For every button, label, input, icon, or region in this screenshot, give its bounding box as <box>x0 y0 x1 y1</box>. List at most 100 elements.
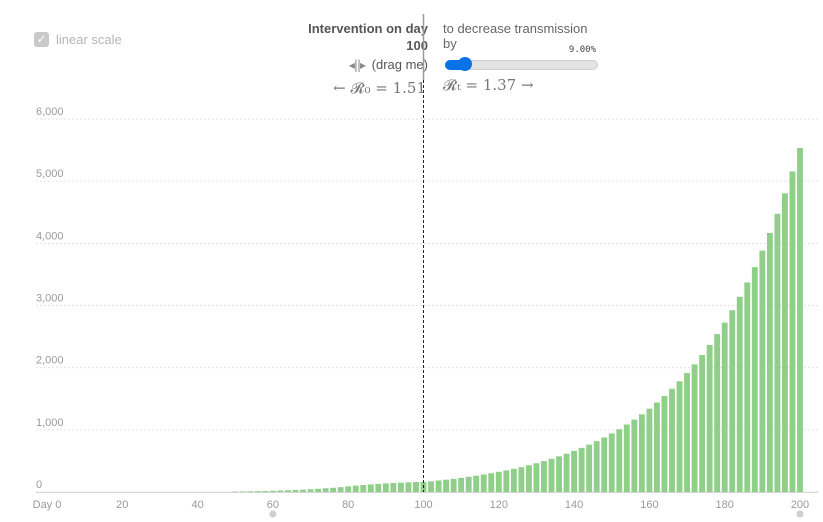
drag-hint[interactable]: ◂||▸ (drag me) <box>282 56 428 74</box>
transmission-slider[interactable] <box>443 57 598 71</box>
x-tick-label: 20 <box>116 499 128 511</box>
bar <box>367 484 374 492</box>
bar <box>269 490 276 492</box>
bar <box>548 458 555 492</box>
x-tick-label: 100 <box>414 499 432 511</box>
bar <box>563 453 570 492</box>
bar <box>285 490 291 492</box>
bar <box>300 489 306 492</box>
slider-fill <box>445 60 467 70</box>
bar <box>405 482 412 492</box>
bar <box>382 483 389 492</box>
bar <box>631 419 638 492</box>
scroll-marker-dot <box>269 510 277 518</box>
bar <box>254 491 261 492</box>
bar <box>503 470 510 492</box>
bar <box>322 488 329 492</box>
bar <box>556 456 562 492</box>
rt-readout: 𝓡ₜ = 1.37 → <box>443 76 534 94</box>
bar <box>315 488 322 492</box>
bar <box>782 193 788 493</box>
bar <box>480 474 487 492</box>
bar <box>390 482 397 492</box>
x-tick-label: 120 <box>490 499 508 511</box>
bar <box>744 282 751 492</box>
bar <box>533 463 540 492</box>
linear-scale-toggle[interactable]: ✓ linear scale <box>34 32 122 47</box>
x-tick-label: 80 <box>342 499 354 511</box>
y-tick-label: 5,000 <box>36 168 64 180</box>
bar <box>277 490 284 492</box>
bar <box>239 491 246 492</box>
bar <box>232 491 239 493</box>
bar <box>292 490 299 492</box>
bar <box>608 433 615 492</box>
y-tick-label: 4,000 <box>36 230 64 242</box>
bar <box>473 475 480 492</box>
bar <box>691 364 698 492</box>
bar <box>766 232 773 492</box>
x-tick-label: Day 0 <box>33 499 62 511</box>
bar <box>623 424 630 492</box>
bar <box>262 491 269 492</box>
bar <box>797 147 803 492</box>
bar <box>435 480 442 492</box>
bar <box>541 461 547 492</box>
bar <box>586 444 593 492</box>
slider-thumb[interactable] <box>457 57 472 71</box>
bar <box>525 465 532 492</box>
bar <box>661 395 668 492</box>
bar <box>465 476 472 492</box>
transmission-percent: 9.00% <box>568 45 596 55</box>
x-tick-label: 140 <box>565 499 583 511</box>
scroll-marker-dot <box>796 510 804 518</box>
r0-readout: ← 𝓡₀ = 1.51 <box>333 79 426 97</box>
bar <box>345 486 352 492</box>
intervention-title: Intervention on day <box>308 21 428 36</box>
intervention-control[interactable]: Intervention on day 100 ◂||▸ (drag me) <box>282 20 428 74</box>
drag-handle-icon[interactable]: ◂||▸ <box>348 58 366 72</box>
y-tick-label: 2,000 <box>36 355 64 367</box>
y-tick-label: 1,000 <box>36 417 64 429</box>
linear-scale-label: linear scale <box>56 32 122 47</box>
bar <box>706 344 713 492</box>
bar <box>653 402 660 492</box>
bar <box>684 373 690 492</box>
x-tick-label: 40 <box>191 499 203 511</box>
bar <box>699 354 706 492</box>
x-tick-label: 60 <box>267 499 279 511</box>
x-tick-label: 180 <box>716 499 734 511</box>
bar <box>337 487 344 492</box>
transmission-label-text: to decrease transmission by <box>443 21 588 51</box>
drag-label: (drag me) <box>371 57 428 72</box>
bar <box>593 441 600 492</box>
bar <box>721 322 728 492</box>
bar <box>736 296 743 492</box>
bar <box>458 477 465 492</box>
bar <box>247 491 254 492</box>
bar <box>601 437 608 492</box>
bar <box>759 250 766 492</box>
transmission-label: to decrease transmission by <box>443 21 593 51</box>
bar <box>307 489 314 492</box>
x-tick-label: 200 <box>791 499 809 511</box>
bar <box>397 482 404 492</box>
linear-scale-checkbox[interactable]: ✓ <box>34 32 49 47</box>
bar <box>676 381 683 492</box>
bar <box>714 334 721 492</box>
bar <box>646 408 653 492</box>
y-tick-label: 0 <box>36 479 42 491</box>
y-tick-label: 6,000 <box>36 106 64 118</box>
intervention-day-value: 100 <box>406 38 428 53</box>
bar <box>616 429 623 492</box>
bar <box>443 479 450 492</box>
bar <box>428 481 434 492</box>
bar <box>352 485 359 492</box>
bar <box>495 471 502 492</box>
y-tick-label: 3,000 <box>36 293 64 305</box>
bar <box>360 485 367 492</box>
x-tick-label: 160 <box>640 499 658 511</box>
bar <box>789 171 796 492</box>
bar <box>774 213 781 492</box>
